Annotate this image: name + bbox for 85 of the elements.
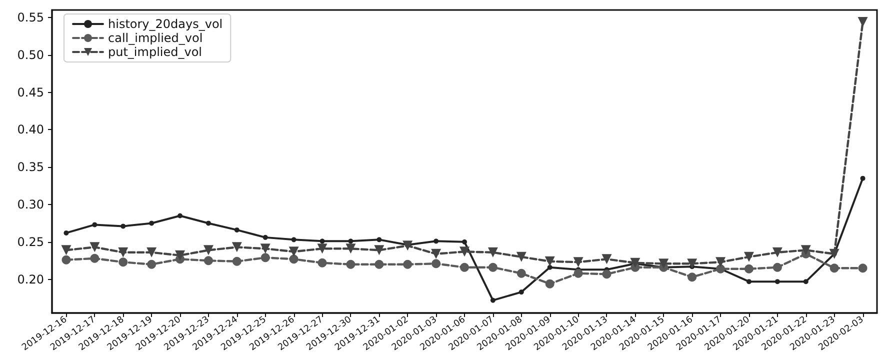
point [830,264,839,273]
point [544,256,555,266]
point [147,260,156,269]
point [374,245,384,256]
point [118,247,128,258]
point [289,254,298,264]
y-tick-label: 0.40 [17,122,44,137]
point [206,220,211,226]
y-tick-label: 0.25 [17,234,44,249]
point [716,257,726,268]
point [602,270,612,279]
legend-label: put_implied_vol [108,45,202,59]
point [291,237,296,242]
y-tick-label: 0.35 [17,160,44,174]
point [545,279,554,288]
point [516,252,526,262]
point [346,244,356,254]
point [516,268,526,278]
point [318,258,327,268]
point [317,244,328,254]
point [602,254,612,264]
point [488,262,498,272]
point [320,238,325,244]
point [61,245,72,256]
y-tick-label: 0.30 [17,198,44,212]
point [260,253,270,262]
y-tick-label: 0.20 [17,272,44,286]
point [120,224,126,229]
y-tick-label: 0.55 [17,10,44,24]
point [547,264,552,270]
point [175,250,186,260]
point [203,245,214,256]
point [118,258,128,267]
point [178,213,183,218]
point [744,252,754,262]
point [518,290,524,295]
point [146,247,157,258]
point [746,279,752,284]
point [232,242,242,252]
point [829,248,840,259]
point [62,255,71,264]
point [90,254,100,263]
point [573,257,584,268]
point [402,240,413,251]
point [803,279,808,284]
point [800,245,811,256]
point [460,262,469,272]
point [488,247,498,258]
point [376,237,382,242]
legend-label: call_implied_vol [108,31,203,45]
legend-label: history_20days_vol [108,17,223,31]
y-tick-label: 0.45 [17,85,44,100]
point [234,227,240,232]
point [403,260,412,269]
point [90,242,100,252]
point [744,264,754,274]
point [860,176,866,181]
point [149,220,154,226]
point [92,222,98,228]
point [374,260,384,269]
point [434,238,439,244]
point [64,230,69,236]
point [574,268,583,278]
point [462,239,467,244]
point [658,258,669,269]
point [204,256,213,266]
point [262,234,268,240]
point [772,247,782,258]
point [490,298,496,303]
point [431,248,442,259]
point [630,258,640,268]
point [688,272,697,282]
point [858,16,868,27]
point [460,246,470,257]
point [858,264,868,273]
y-tick-label: 0.50 [17,48,44,62]
point [232,256,242,266]
point [346,260,356,269]
point [774,279,780,284]
point [260,244,270,254]
point [288,246,299,257]
point [772,262,782,272]
point [687,258,698,269]
point [432,259,441,268]
point [348,238,354,244]
